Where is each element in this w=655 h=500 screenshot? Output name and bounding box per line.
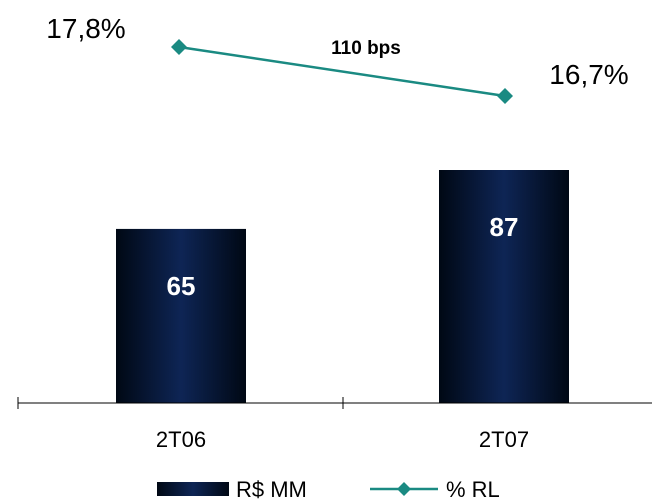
line-value-label: 17,8% — [46, 13, 125, 44]
bar-value-label: 87 — [490, 212, 519, 242]
x-tick-labels: 2T06 2T07 — [156, 427, 529, 452]
bar — [116, 228, 246, 403]
legend-label-line: % RL — [446, 477, 500, 500]
legend-swatch-marker — [397, 482, 411, 496]
legend: R$ MM % RL — [157, 477, 500, 500]
legend-swatch-bar — [157, 482, 229, 496]
bar-value-label: 65 — [167, 271, 196, 301]
bar — [439, 170, 569, 403]
x-tick-label: 2T07 — [479, 427, 529, 452]
series-line — [178, 45, 506, 98]
line-value-label: 16,7% — [549, 59, 628, 90]
x-tick-label: 2T06 — [156, 427, 206, 452]
line-marker — [171, 39, 187, 55]
annotation-label: 110 bps — [331, 38, 401, 59]
line-marker — [497, 88, 513, 104]
line-series-layer: 17,8% 16,7% — [46, 13, 629, 104]
legend-label-bar: R$ MM — [236, 477, 307, 500]
bars-layer: 65 87 — [116, 170, 569, 403]
